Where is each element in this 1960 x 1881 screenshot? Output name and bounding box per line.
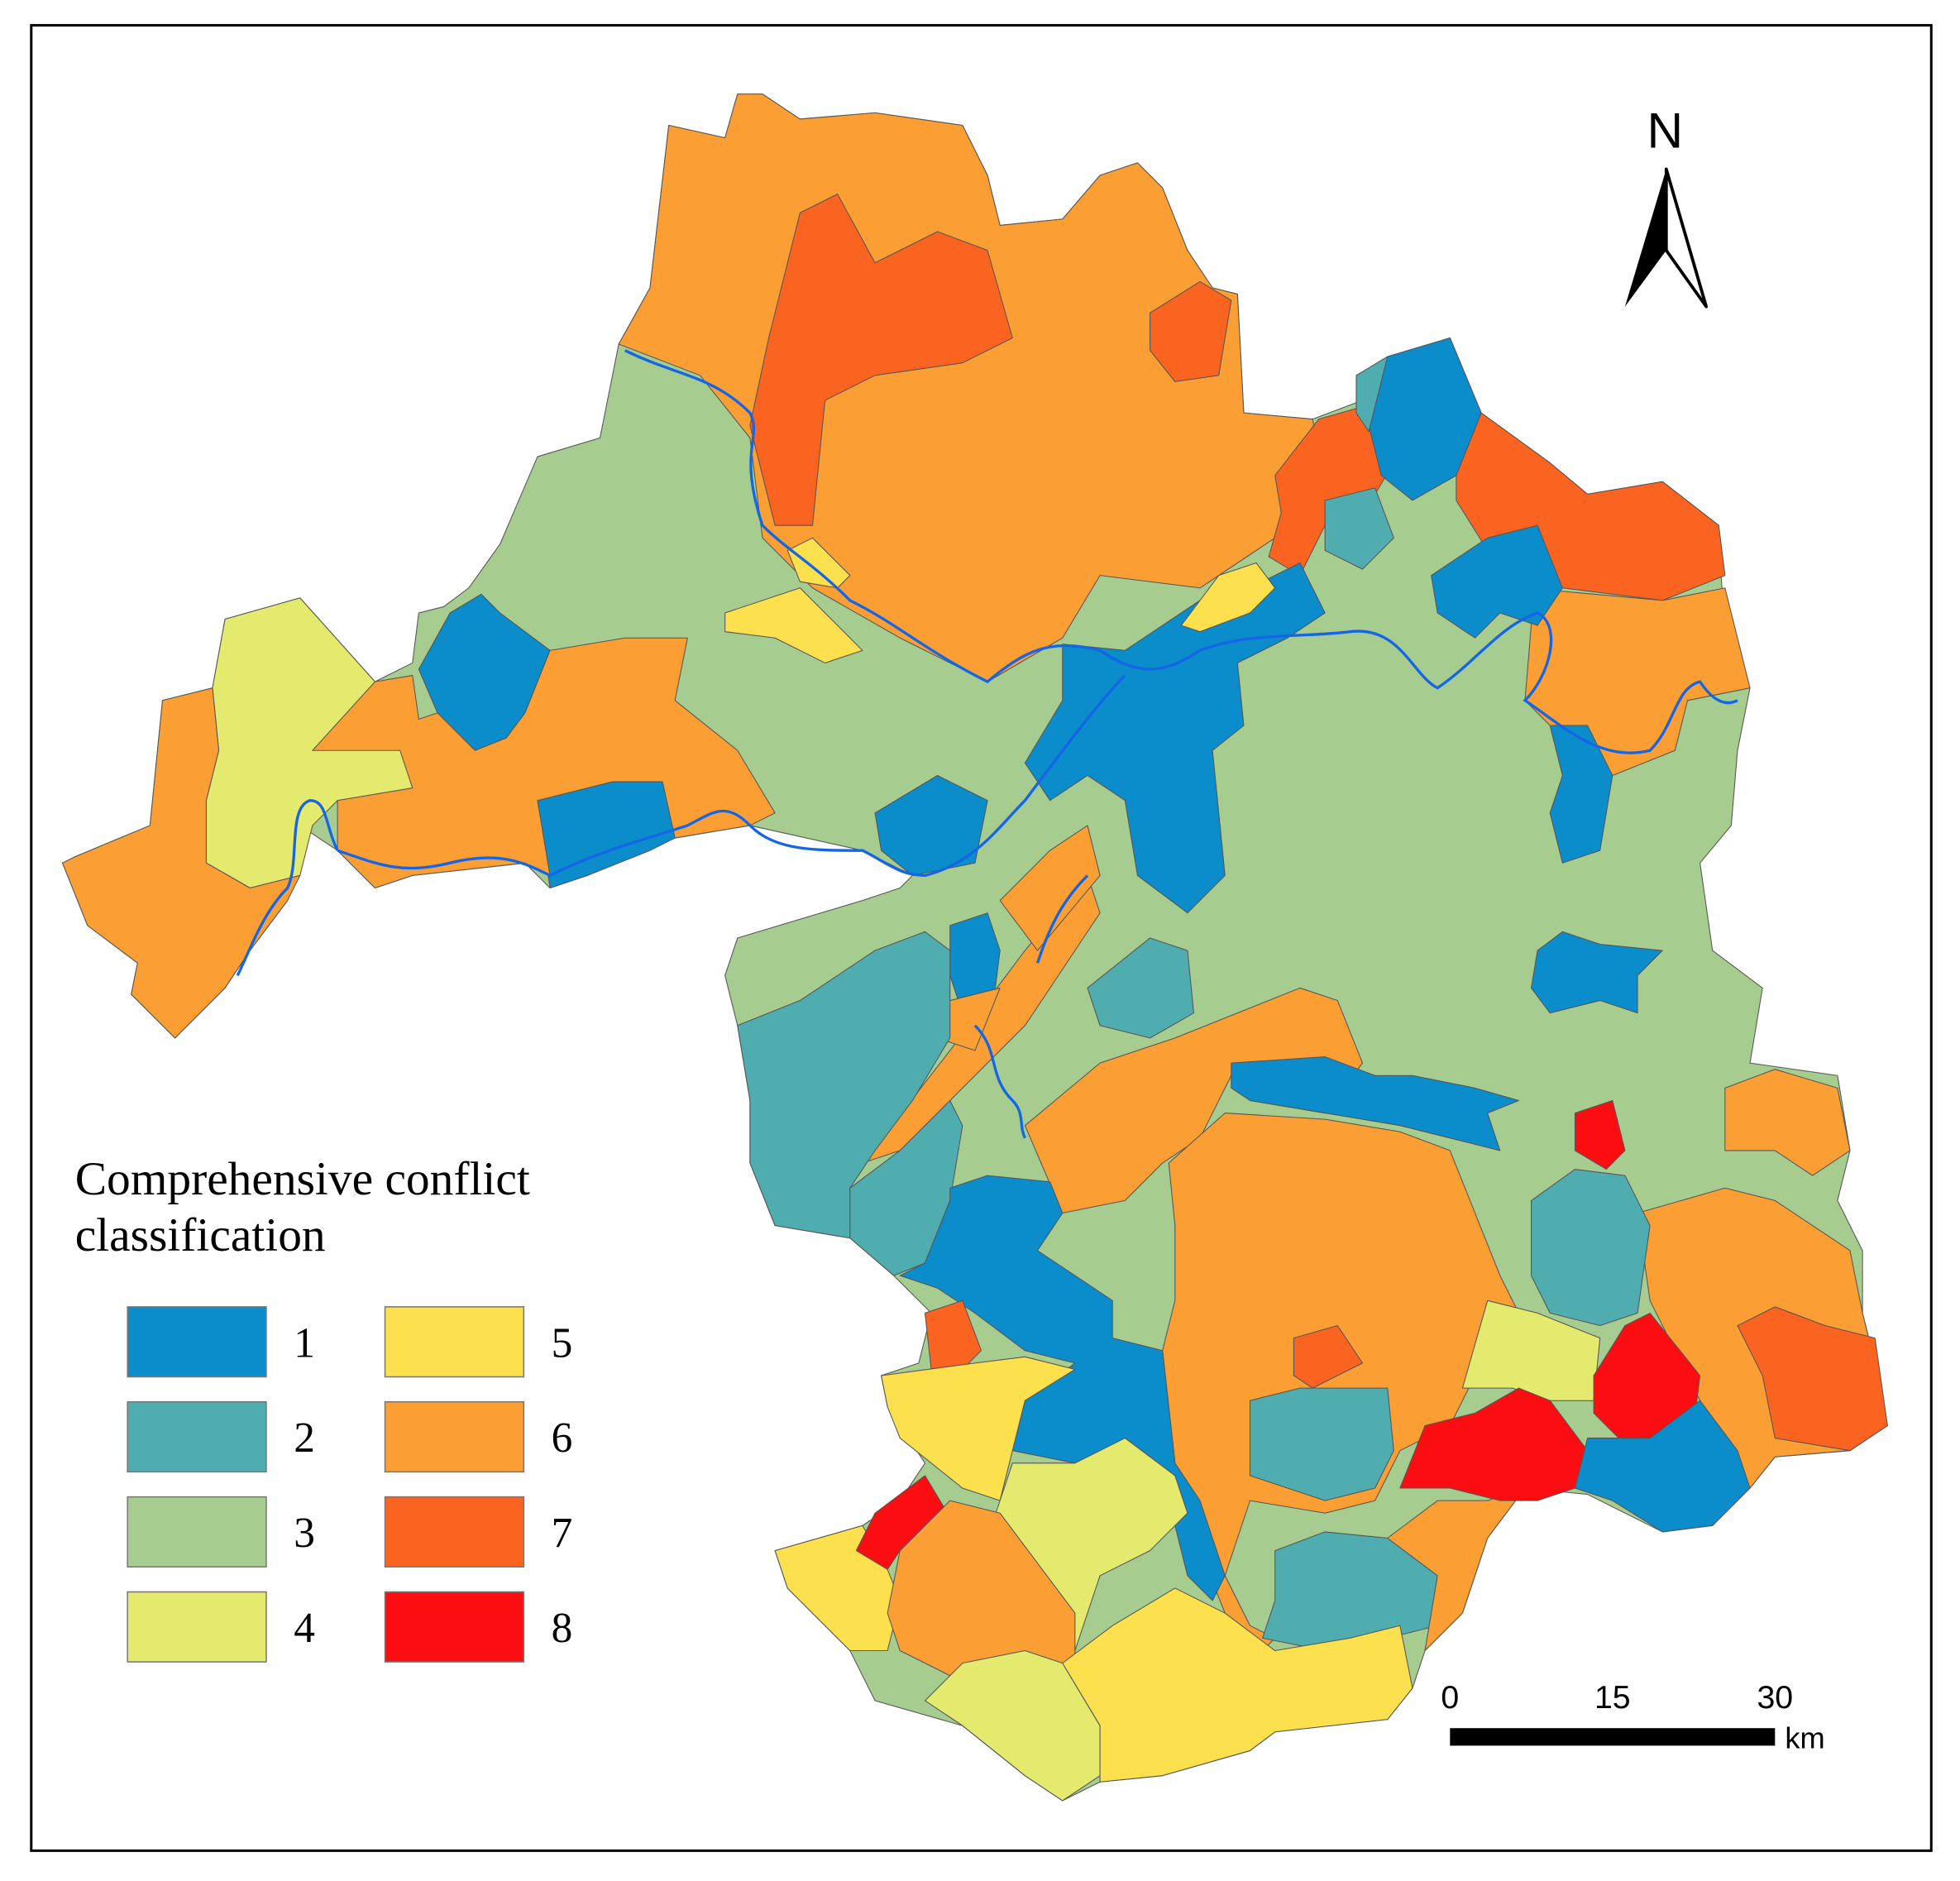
region	[724, 587, 863, 663]
region	[1737, 1306, 1888, 1452]
scale-tick-label: 0	[1441, 1679, 1459, 1716]
region	[1431, 524, 1563, 639]
region	[855, 1475, 944, 1570]
legend-swatch	[384, 1400, 525, 1473]
scale-bar-rect	[1450, 1728, 1776, 1746]
region	[1724, 1069, 1851, 1176]
legend-label: 3	[294, 1510, 315, 1557]
region	[1574, 1099, 1626, 1170]
legend-swatch	[384, 1591, 525, 1663]
legend-swatch	[127, 1306, 267, 1378]
region	[999, 825, 1101, 951]
legend-swatch	[384, 1306, 525, 1378]
region	[1249, 1387, 1394, 1501]
region	[881, 1356, 1076, 1501]
region	[786, 537, 851, 589]
region	[1387, 1487, 1526, 1652]
scale-unit: km	[1785, 1721, 1824, 1754]
river	[624, 349, 1738, 754]
arrow-left	[1624, 169, 1666, 307]
legend-label: 7	[552, 1510, 573, 1557]
region	[1368, 337, 1482, 501]
region	[874, 774, 988, 876]
region	[924, 1299, 982, 1370]
river	[236, 799, 339, 977]
legend-items: 1 2 3 4 5 6 7 8	[127, 1306, 573, 1663]
river	[337, 674, 1126, 878]
region	[899, 1175, 1226, 1601]
region	[1574, 1400, 1751, 1533]
scale-bar: km 0 15 30	[1441, 1679, 1824, 1754]
river	[973, 1024, 1026, 1139]
region	[1062, 1587, 1413, 1783]
region	[1324, 487, 1394, 570]
region	[1355, 356, 1389, 433]
river	[1035, 874, 1089, 964]
region	[312, 637, 776, 889]
region	[737, 931, 951, 1239]
north-arrow: N	[1624, 103, 1709, 309]
legend-label: 4	[294, 1605, 315, 1652]
region	[1293, 1325, 1364, 1389]
legend-swatch	[127, 1400, 267, 1473]
scale-tick-label: 30	[1757, 1679, 1793, 1716]
region	[1549, 725, 1613, 864]
north-label: N	[1647, 103, 1683, 159]
legend-swatch	[384, 1496, 525, 1568]
region	[1262, 1531, 1438, 1652]
region	[1531, 931, 1663, 1014]
region	[1180, 562, 1276, 633]
legend-title: classification	[75, 1209, 326, 1261]
region	[62, 687, 301, 1039]
legend-label: 2	[294, 1414, 315, 1462]
legend-label: 1	[294, 1319, 315, 1366]
legend-swatch	[127, 1496, 267, 1568]
legend-title: Comprehensive conflict	[75, 1153, 530, 1205]
legend-swatch	[127, 1591, 267, 1663]
arrow-right	[1664, 167, 1709, 309]
region	[749, 194, 1013, 526]
scale-tick-label: 15	[1594, 1679, 1631, 1716]
legend-label: 5	[552, 1319, 573, 1366]
region	[1231, 1056, 1519, 1151]
legend-label: 8	[552, 1605, 573, 1652]
region	[1150, 280, 1232, 382]
region	[1087, 937, 1194, 1039]
rivers	[236, 349, 1738, 1139]
legend: Comprehensive conflict classification 1 2…	[75, 1153, 573, 1663]
legend-label: 6	[552, 1414, 573, 1462]
regions	[62, 93, 1888, 1802]
region	[1531, 1169, 1651, 1327]
